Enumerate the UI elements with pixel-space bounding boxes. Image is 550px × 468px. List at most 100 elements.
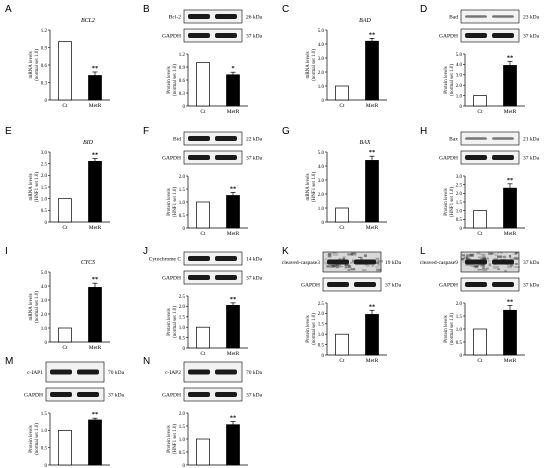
panel-A: A BCL2 0 0.3 0.6 0.9 1.2 mRNA levels (normal set… [5, 4, 110, 109]
panel-N: Nc-IAP2 70 kDa GAPDH 37 kDa 0 0.5 1.0 1.5 2.0 Pro… [143, 356, 263, 468]
panel-letter: F [143, 126, 149, 137]
blot-noise [351, 252, 355, 255]
blot-noise [375, 266, 379, 268]
y-tick-label: 0 [322, 99, 325, 104]
blot-noise [324, 261, 330, 265]
blot-kda-1: 37 kDa [246, 393, 263, 399]
blot-noise [470, 264, 474, 267]
blot-band-metr [215, 369, 237, 375]
y-tick-label: 3.0 [41, 299, 48, 304]
blot-noise [327, 254, 332, 258]
blot-noise [331, 264, 337, 268]
blot-noise [477, 269, 482, 271]
y-tick-label: 0.6 [179, 79, 186, 84]
blot-noise [497, 268, 500, 270]
panel-G: G BAX 0 1.0 2.0 3.0 4.0 5.0 mRNA levels (HNF1 set… [282, 126, 387, 231]
blot-band-ct [188, 33, 210, 38]
panel-letter: J [143, 246, 148, 257]
blot-noise [335, 266, 339, 269]
blot-band-metr [215, 256, 237, 261]
y-axis-label: (HNF1 set 1.0) [35, 172, 40, 202]
panel-letter: N [143, 356, 150, 367]
blot-label-1: GAPDH [439, 156, 458, 162]
blot-band-metr [77, 392, 99, 397]
bar-ct [473, 95, 487, 107]
blot-noise [371, 264, 374, 267]
blot-noise [496, 252, 500, 254]
significance-marker: ** [92, 411, 99, 418]
panel-letter: B [143, 4, 150, 15]
blot-noise [344, 264, 350, 266]
y-axis-label: mRNA levels [306, 51, 311, 78]
panel-letter: A [5, 4, 12, 15]
blot-noise [347, 269, 351, 272]
blot-kda-1: 37 kDa [523, 34, 540, 40]
y-tick-label: 0 [183, 464, 186, 468]
blot-membrane [183, 131, 243, 146]
panel-H: H Bax 21 kDa GAPDH 37 kDa 0 0.5 1.0 1.5 2.0 2.5 3.0… [420, 126, 540, 237]
blot-label-0: Bad [449, 15, 458, 21]
x-tick-label: MetR [366, 358, 379, 364]
blot-noise [465, 257, 470, 260]
blot-noise [515, 256, 518, 260]
blot-noise [468, 254, 474, 257]
x-tick-label: MetR [227, 351, 240, 357]
y-axis-label: mRNA levels [29, 51, 34, 78]
blot-noise [488, 252, 493, 255]
y-tick-label: 1.0 [318, 207, 325, 212]
panel-letter: I [5, 246, 8, 257]
blot-band-ct [188, 275, 210, 280]
blot-noise [375, 257, 380, 260]
blot-noise [512, 253, 517, 255]
panel-F: F Bid 22 kDa GAPDH 37 kDa 0 0.5 1.0 1.5 2.0 Protei… [143, 126, 263, 237]
blot-noise [377, 260, 383, 263]
y-tick-label: 1.0 [179, 201, 186, 206]
blot-band-metr [215, 33, 237, 38]
y-tick-label: 0 [322, 354, 325, 359]
y-tick-label: 2.5 [41, 162, 48, 167]
blot-kda-0: 23 kDa [523, 15, 540, 21]
blot-membrane [45, 387, 105, 402]
significance-marker: ** [507, 299, 514, 306]
blot-label-0: Bcl-2 [169, 15, 181, 21]
blot-band-ct [188, 14, 210, 19]
blot-label-1: GAPDH [162, 156, 181, 162]
significance-marker: ** [369, 149, 376, 156]
blot-noise [327, 252, 332, 256]
x-tick-label: Ct [339, 103, 345, 109]
y-tick-label: 2.0 [456, 84, 463, 89]
blot-kda-1: 37 kDa [246, 156, 263, 162]
blot-noise [332, 252, 337, 254]
y-tick-label: 1.0 [456, 94, 463, 99]
blot-noise [366, 264, 370, 267]
blot-noise [373, 260, 380, 262]
blot-noise [461, 254, 466, 257]
x-tick-label: Ct [62, 225, 68, 231]
blot-band-metr [492, 155, 514, 160]
bar-ct [196, 201, 210, 229]
y-tick-label: 0 [460, 354, 463, 359]
y-tick-label: 0.5 [41, 446, 48, 451]
blot-label-0: Bid [173, 137, 181, 143]
blot-label-0: Bax [449, 137, 458, 143]
blot-noise [487, 260, 490, 263]
y-tick-label: 1.5 [179, 316, 186, 321]
blot-noise [479, 253, 485, 256]
x-tick-label: Ct [477, 358, 483, 364]
y-tick-label: 1.0 [318, 333, 325, 338]
blot-noise [514, 263, 518, 265]
blot-band-metr [492, 282, 514, 287]
blot-noise [482, 266, 485, 269]
x-tick-label: MetR [227, 109, 240, 115]
y-tick-label: 1.5 [41, 412, 48, 417]
blot-band-metr [215, 136, 237, 141]
blot-noise [338, 266, 344, 268]
blot-noise [350, 252, 354, 255]
blot-noise [477, 256, 483, 259]
blot-band-metr [215, 155, 237, 160]
blot-noise [344, 266, 348, 269]
significance-marker: ** [507, 177, 514, 184]
y-axis-label: Protein levels [167, 188, 172, 215]
y-tick-label: 5.0 [318, 151, 325, 156]
blot-noise [329, 265, 336, 267]
